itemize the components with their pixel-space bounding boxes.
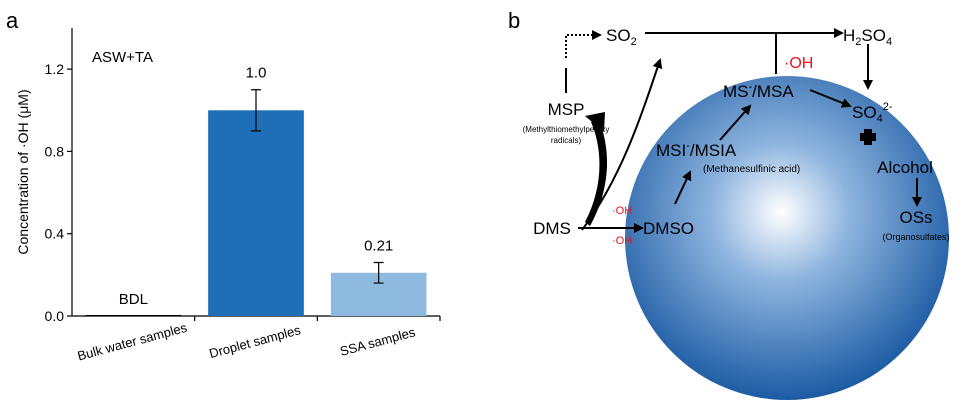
superscript: 2-	[883, 101, 893, 113]
figure: a ASW+TA Concentration of ·OH (μM) 0.0 0.…	[0, 0, 960, 403]
node-note: radicals)	[551, 136, 582, 145]
x-tick-label: Bulk water samples	[76, 320, 189, 364]
node-note: (Methylthiomethylperoxy	[523, 125, 610, 134]
x-tick-label: SSA samples	[338, 324, 417, 359]
node-label: DMS	[533, 219, 571, 238]
bar	[85, 315, 181, 317]
text: SO	[606, 26, 631, 45]
node-label: DMSO	[643, 219, 694, 238]
node-label: MS-/MSA	[723, 81, 794, 101]
value-label: BDL	[119, 291, 148, 308]
y-axis-label: Concentration of ·OH (μM)	[15, 89, 31, 254]
value-label: 1.0	[246, 65, 267, 82]
y-tick-label: 0.4	[45, 226, 65, 242]
dotted-arrow	[566, 35, 600, 58]
text: MSI	[656, 141, 686, 160]
oh-label: ·OH	[612, 235, 632, 247]
text: /MSIA	[690, 141, 737, 160]
node-note: (Methanesulfinic acid)	[703, 164, 800, 175]
oh-label: ·OH	[784, 55, 813, 72]
annotation: ASW+TA	[92, 49, 153, 66]
node-label: SO2	[606, 26, 637, 48]
text: H	[843, 26, 855, 45]
panel-label: a	[6, 8, 19, 33]
bar-chart: a ASW+TA Concentration of ·OH (μM) 0.0 0.…	[6, 8, 440, 363]
panel-label: b	[508, 8, 520, 33]
x-tick-label: Droplet samples	[208, 322, 303, 361]
value-label: 0.21	[364, 238, 393, 255]
text: MS	[723, 82, 749, 101]
y-tick-label: 0.8	[45, 143, 65, 159]
text: SO	[852, 103, 877, 122]
subscript: 4	[877, 113, 883, 125]
node-note: (Organosulfates)	[882, 232, 949, 242]
oh-label: ·OH	[612, 205, 632, 217]
node-label: MSI-/MSIA	[656, 140, 737, 160]
node-label: OSs	[899, 208, 932, 227]
text: SO	[861, 26, 886, 45]
text: /MSA	[752, 82, 794, 101]
node-label: MSP	[548, 100, 585, 119]
node-label: Alcohol	[877, 158, 933, 177]
bar	[208, 110, 304, 316]
y-tick-label: 0.0	[45, 308, 65, 324]
subscript: 4	[886, 36, 892, 48]
y-tick-label: 1.2	[45, 61, 65, 77]
diagram: b SO2 H2SO4 ·OH MS-/MSA SO42- MSP (Methy…	[508, 8, 950, 400]
node-label: H2SO4	[843, 26, 892, 48]
subscript: 2	[631, 36, 637, 48]
